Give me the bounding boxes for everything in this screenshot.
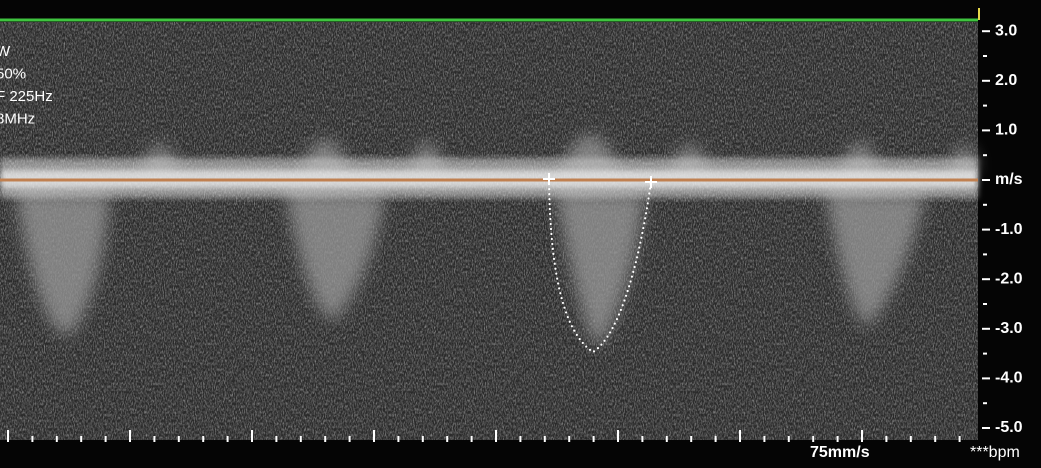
doppler-screen: W 50% F 225Hz 8MHz 3.0 2.0 1.0 m/s -1.0 -2.0 -3.0… <box>0 0 1041 468</box>
tick-label: m/s <box>995 171 1023 188</box>
tick-label: -3.0 <box>995 320 1023 337</box>
sweep-speed: 75mm/s <box>810 444 870 461</box>
tick-label: 1.0 <box>995 122 1017 139</box>
tick-label: -2.0 <box>995 270 1023 287</box>
tick-label: 3.0 <box>995 22 1017 39</box>
setting-label: 50% <box>0 65 26 82</box>
setting-label: W <box>0 43 11 60</box>
baseline-glow <box>0 158 978 198</box>
tick-label: -4.0 <box>995 370 1023 387</box>
tick-label: -1.0 <box>995 221 1023 238</box>
tick-label: 2.0 <box>995 72 1017 89</box>
spectral-noise <box>0 22 978 440</box>
setting-label: 8MHz <box>0 110 35 127</box>
heart-rate: ***bpm <box>970 444 1020 461</box>
tick-label: -5.0 <box>995 419 1023 436</box>
setting-label: F 225Hz <box>0 88 53 105</box>
